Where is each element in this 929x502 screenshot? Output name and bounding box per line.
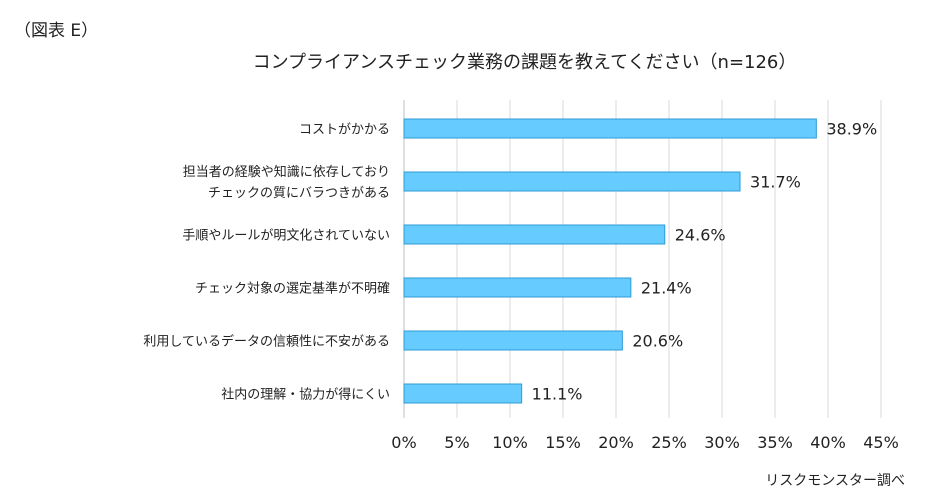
bar <box>403 383 523 404</box>
x-tick-label: 30% <box>704 433 740 452</box>
x-tick-label: 45% <box>863 433 899 452</box>
figure-label: （図表 E） <box>14 21 99 41</box>
x-tick-label: 25% <box>651 433 687 452</box>
bar <box>403 224 666 245</box>
value-label: 24.6% <box>675 226 726 245</box>
category-label: チェックの質にバラつきがある <box>208 186 390 201</box>
category-label: 社内の理解・協力が得にくい <box>221 387 390 403</box>
category-label: 担当者の経験や知識に依存しており <box>183 164 390 180</box>
bar <box>403 118 817 139</box>
x-tick-label: 0% <box>391 433 416 452</box>
chart-title: コンプライアンスチェック業務の課題を教えてください（n=126） <box>252 52 797 73</box>
bar <box>403 330 623 351</box>
x-tick-label: 10% <box>492 433 528 452</box>
source-note: リスクモンスター調べ <box>765 473 905 489</box>
x-tick-label: 15% <box>545 433 581 452</box>
x-tick-label: 35% <box>757 433 793 452</box>
category-label: 利用しているデータの信頼性に不安がある <box>143 334 390 350</box>
value-label: 38.9% <box>826 120 877 139</box>
value-label: 20.6% <box>632 332 683 351</box>
x-tick-label: 5% <box>444 433 469 452</box>
category-label: チェック対象の選定基準が不明確 <box>195 281 390 297</box>
category-label: コストがかかる <box>299 123 390 138</box>
bar <box>403 171 741 192</box>
x-tick-label: 20% <box>598 433 634 452</box>
value-label: 11.1% <box>532 385 583 404</box>
category-label: 手順やルールが明文化されていない <box>182 229 390 244</box>
value-label: 31.7% <box>750 173 801 192</box>
x-tick-label: 40% <box>810 433 846 452</box>
bar <box>403 277 632 298</box>
value-label: 21.4% <box>641 279 692 298</box>
